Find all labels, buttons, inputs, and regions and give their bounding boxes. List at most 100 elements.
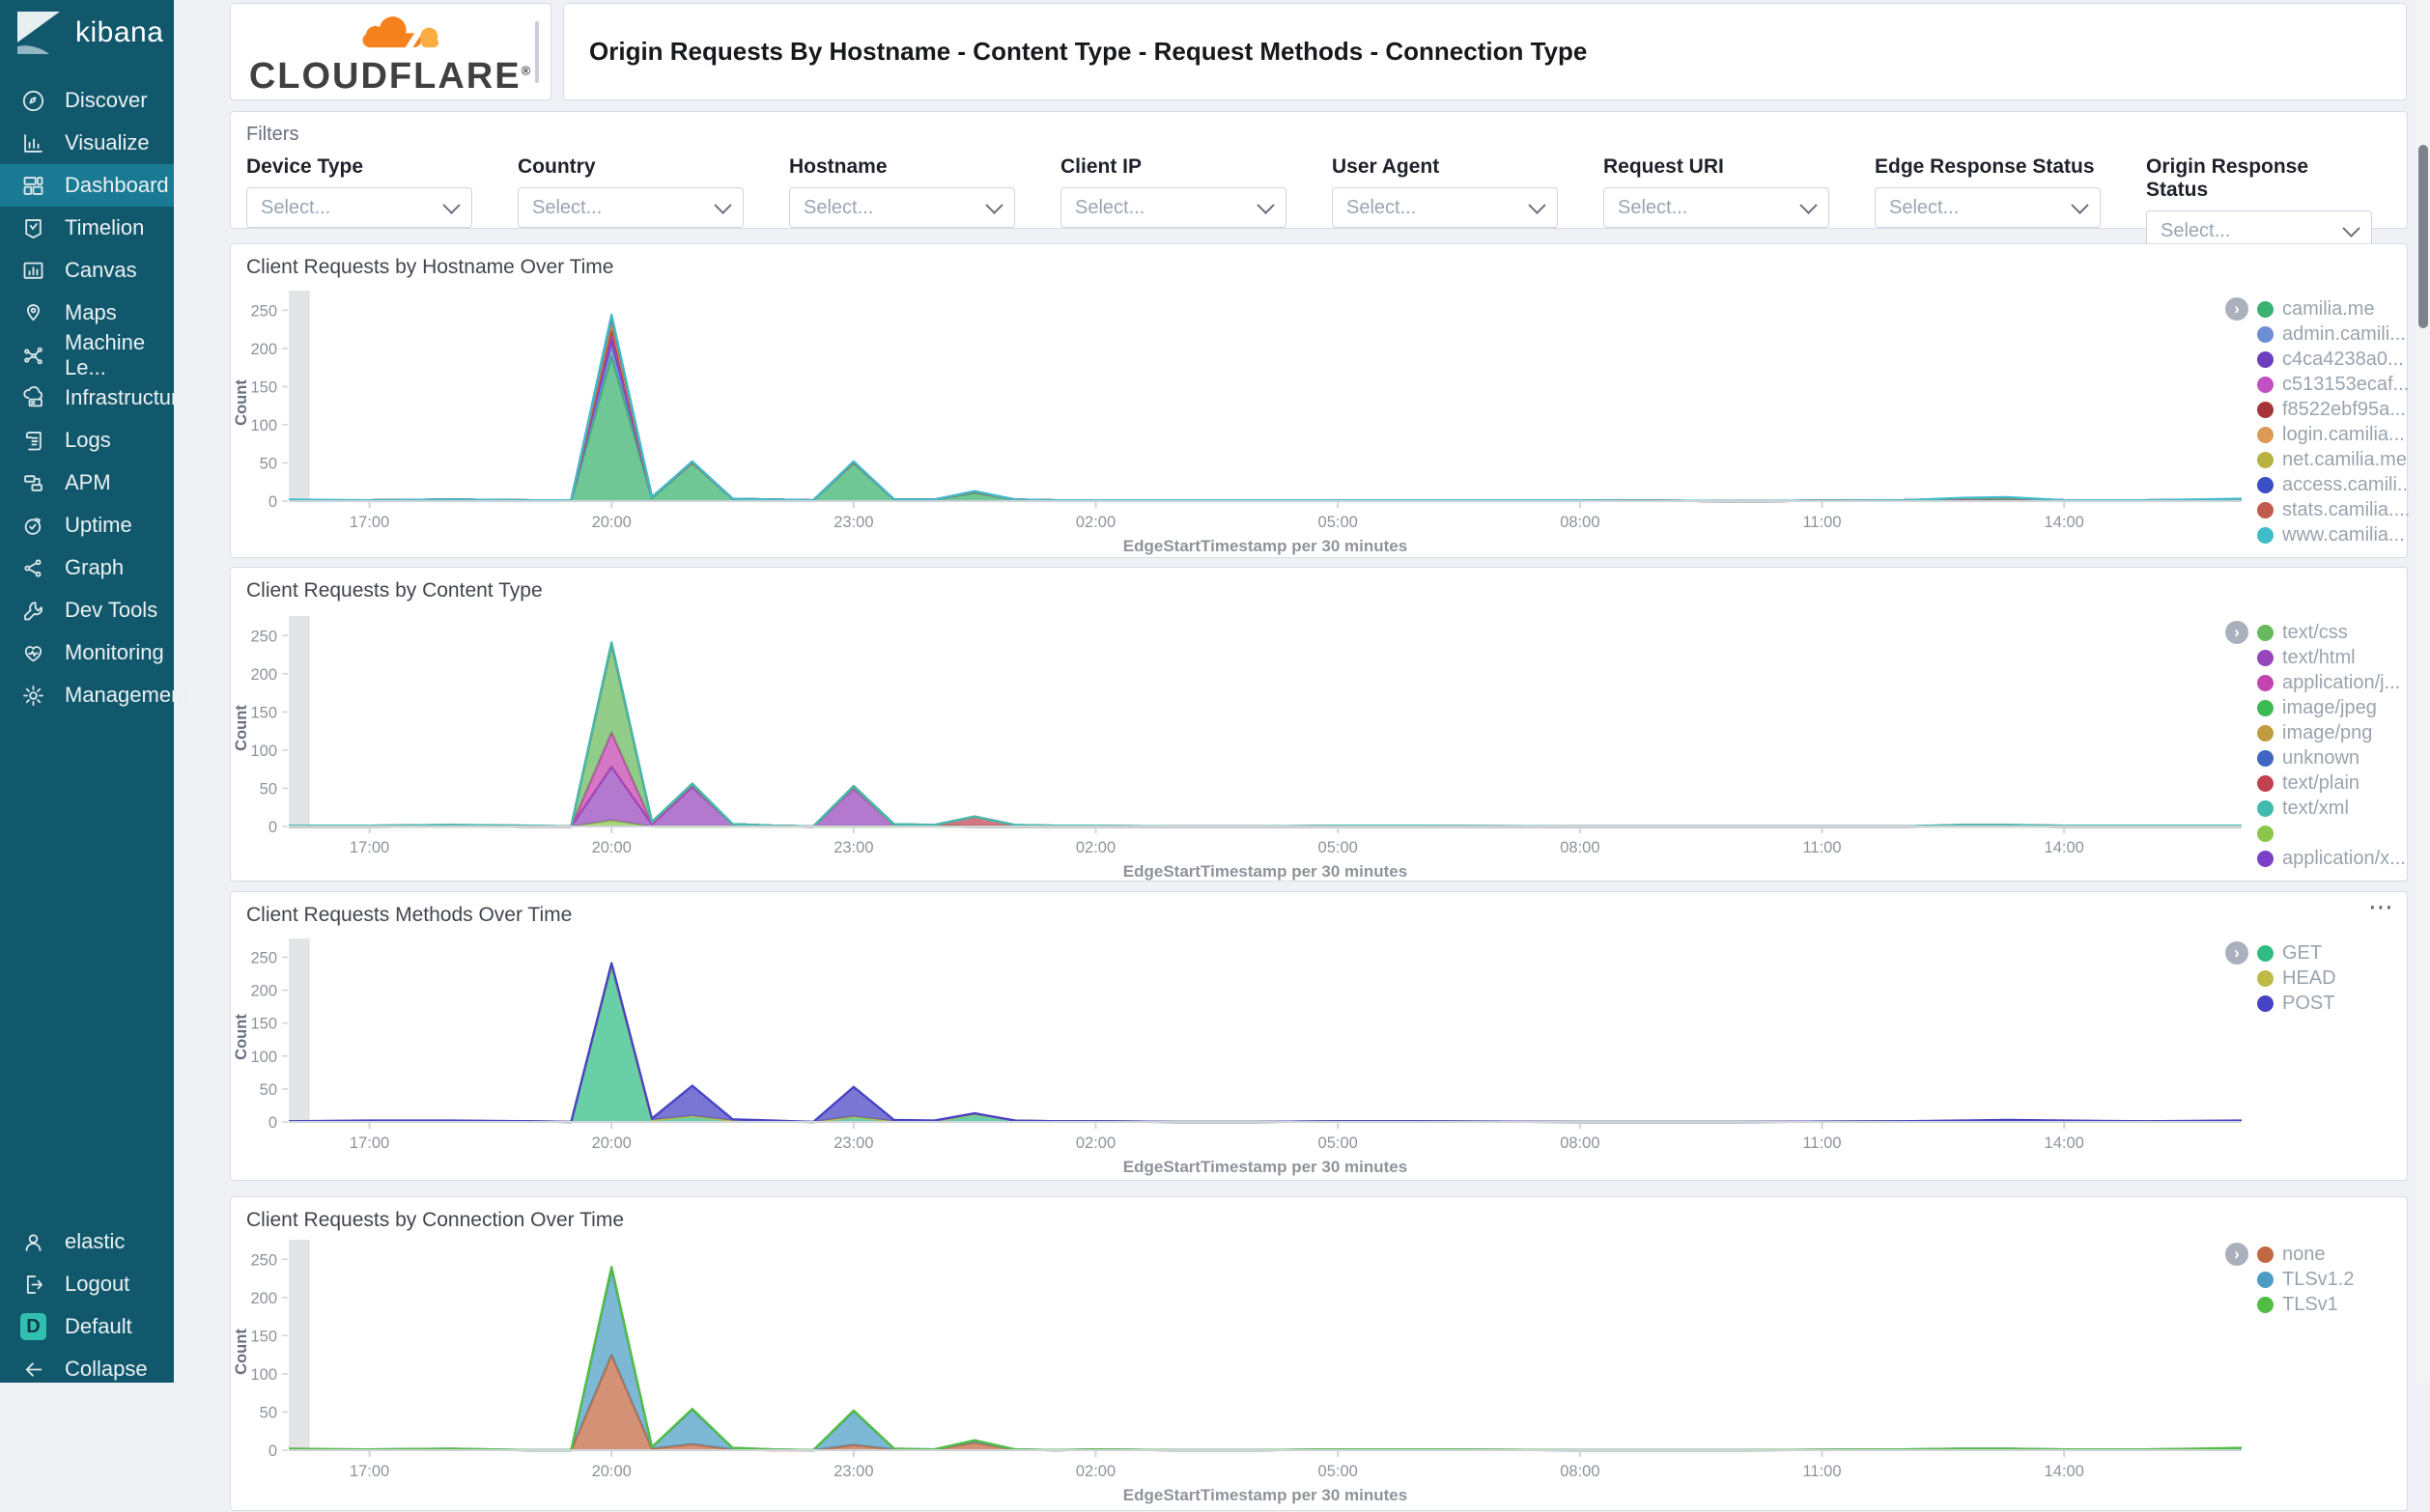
sidebar-item-machine-le[interactable]: Machine Le... <box>0 330 174 379</box>
ellipsis-icon[interactable]: ⋯ <box>2368 892 2395 921</box>
legend-label: text/css <box>2282 621 2348 643</box>
legend-item-www-camilia[interactable]: www.camilia... <box>2257 522 2410 547</box>
sidebar-item-timelion[interactable]: Timelion <box>0 207 174 249</box>
legend-item-head[interactable]: HEAD <box>2257 966 2410 991</box>
chevron-down-icon <box>985 195 1003 214</box>
kibana-logo-icon <box>17 12 60 54</box>
legend-item-camilia-me[interactable]: camilia.me <box>2257 296 2410 322</box>
filters-row: Device Type Select... Country Select... Host… <box>246 155 2391 251</box>
legend-item-application-j[interactable]: application/j... <box>2257 670 2410 695</box>
legend-item-c513153ecaf[interactable]: c513153ecaf... <box>2257 372 2410 397</box>
legend-item-unnamed[interactable] <box>2257 821 2410 846</box>
cloudflare-logo-panel: CLOUDFLARE® <box>230 3 551 100</box>
filter-select-edge-response-status[interactable]: Select... <box>1875 187 2101 228</box>
chart-legend: › camilia.me admin.camili... c4ca4238a0... c… <box>2225 296 2410 547</box>
scrollbar-track[interactable] <box>2416 0 2430 1383</box>
filter-select-device-type[interactable]: Select... <box>246 187 472 228</box>
sidebar-item-label: Management <box>65 683 189 707</box>
filter-select-request-uri[interactable]: Select... <box>1603 187 1829 228</box>
svg-text:17:00: 17:00 <box>350 839 389 856</box>
legend-item-admin-camili[interactable]: admin.camili... <box>2257 322 2410 347</box>
sidebar-item-discover[interactable]: Discover <box>0 79 174 122</box>
legend-item-text-plain[interactable]: text/plain <box>2257 770 2410 796</box>
sidebar-item-infrastructure[interactable]: Infrastructure <box>0 377 190 419</box>
panel-requests-methods: Client Requests Methods Over Time ⋯ 17:0… <box>230 891 2408 1181</box>
sidebar-item-label: Dev Tools <box>65 598 158 622</box>
legend-item-tlsv1[interactable]: TLSv1 <box>2257 1292 2410 1317</box>
legend-item-image-jpeg[interactable]: image/jpeg <box>2257 695 2410 720</box>
legend-expand-icon[interactable]: › <box>2225 941 2248 965</box>
filter-select-country[interactable]: Select... <box>518 187 744 228</box>
sidebar-item-monitoring[interactable]: Monitoring <box>0 631 174 674</box>
legend-label: www.camilia... <box>2282 523 2405 546</box>
legend-item-text-xml[interactable]: text/xml <box>2257 796 2410 821</box>
legend-dot <box>2257 1296 2274 1313</box>
chevron-down-icon <box>1257 195 1275 214</box>
sidebar-item-dashboard[interactable]: Dashboard <box>0 164 174 207</box>
legend-label: f8522ebf95a... <box>2282 398 2406 420</box>
filter-label: User Agent <box>1332 155 1440 178</box>
legend-expand-icon[interactable]: › <box>2225 1243 2248 1266</box>
heartbeat-icon <box>20 640 46 666</box>
filter-select-user-agent[interactable]: Select... <box>1332 187 1558 228</box>
legend-item-access-camili[interactable]: access.camili... <box>2257 472 2410 497</box>
kibana-logo[interactable]: kibana <box>0 0 174 66</box>
svg-text:08:00: 08:00 <box>1560 1134 1599 1152</box>
legend-item-application-x[interactable]: application/x... <box>2257 846 2410 871</box>
select-placeholder: Select... <box>532 196 603 218</box>
svg-text:0: 0 <box>268 493 277 511</box>
sidebar-item-logs[interactable]: Logs <box>0 419 174 462</box>
legend-item-unknown[interactable]: unknown <box>2257 745 2410 770</box>
svg-text:0: 0 <box>268 1442 277 1460</box>
legend-dot <box>2257 724 2274 742</box>
sidebar-item-default[interactable]: D Default <box>0 1305 174 1348</box>
sidebar-item-canvas[interactable]: Canvas <box>0 249 174 292</box>
sidebar-item-apm[interactable]: APM <box>0 462 174 504</box>
legend-item-net-camilia-me[interactable]: net.camilia.me <box>2257 447 2410 472</box>
sidebar-item-visualize[interactable]: Visualize <box>0 122 174 164</box>
chart-legend: › GET HEAD POST <box>2225 940 2410 1016</box>
dashboard-content: CLOUDFLARE® Origin Requests By Hostname … <box>174 0 2430 1511</box>
sidebar-item-management[interactable]: Management <box>0 674 188 716</box>
share-graph-icon <box>20 555 46 581</box>
sidebar-item-label: Maps <box>65 300 117 324</box>
legend-label: TLSv1.2 <box>2282 1268 2355 1290</box>
legend-expand-icon[interactable]: › <box>2225 621 2248 644</box>
filter-label: Edge Response Status <box>1875 155 2095 178</box>
legend-item-c4ca4238a0[interactable]: c4ca4238a0... <box>2257 347 2410 372</box>
legend-dot <box>2257 649 2274 666</box>
legend-expand-icon[interactable]: › <box>2225 297 2248 321</box>
legend-item-post[interactable]: POST <box>2257 991 2410 1016</box>
sidebar-item-dev-tools[interactable]: Dev Tools <box>0 589 174 631</box>
sidebar-item-elastic[interactable]: elastic <box>0 1220 174 1263</box>
scrollbar-thumb[interactable] <box>2418 145 2428 328</box>
legend-item-stats-camilia[interactable]: stats.camilia.... <box>2257 497 2410 522</box>
compass-icon <box>20 88 46 114</box>
filter-select-client-ip[interactable]: Select... <box>1060 187 1286 228</box>
legend-item-login-camilia[interactable]: login.camilia... <box>2257 422 2410 447</box>
svg-text:17:00: 17:00 <box>350 1463 389 1480</box>
sidebar-item-logout[interactable]: Logout <box>0 1263 174 1305</box>
panel-title: Client Requests by Hostname Over Time <box>246 256 614 278</box>
legend-item-text-css[interactable]: text/css <box>2257 620 2410 645</box>
filter-select-hostname[interactable]: Select... <box>789 187 1015 228</box>
legend-item-none[interactable]: none <box>2257 1242 2410 1267</box>
sidebar-item-label: Logs <box>65 428 111 452</box>
dashboard-title-panel: Origin Requests By Hostname - Content Ty… <box>563 3 2407 100</box>
sidebar-item-maps[interactable]: Maps <box>0 292 174 334</box>
legend-item-text-html[interactable]: text/html <box>2257 645 2410 670</box>
legend-label: access.camili... <box>2282 473 2410 495</box>
legend-item-image-png[interactable]: image/png <box>2257 720 2410 745</box>
legend-item-tlsv1-2[interactable]: TLSv1.2 <box>2257 1267 2410 1292</box>
select-placeholder: Select... <box>2161 219 2231 241</box>
cloud-server-icon <box>20 385 46 411</box>
sidebar-item-collapse[interactable]: Collapse <box>0 1348 174 1390</box>
sidebar-item-uptime[interactable]: Uptime <box>0 504 174 546</box>
sidebar-item-graph[interactable]: Graph <box>0 546 174 589</box>
banner-icon <box>20 215 46 241</box>
legend-label: text/plain <box>2282 771 2360 794</box>
legend-item-f8522ebf95a[interactable]: f8522ebf95a... <box>2257 397 2410 422</box>
svg-text:50: 50 <box>260 1081 277 1099</box>
legend-label: text/html <box>2282 646 2356 668</box>
legend-item-get[interactable]: GET <box>2257 940 2410 966</box>
